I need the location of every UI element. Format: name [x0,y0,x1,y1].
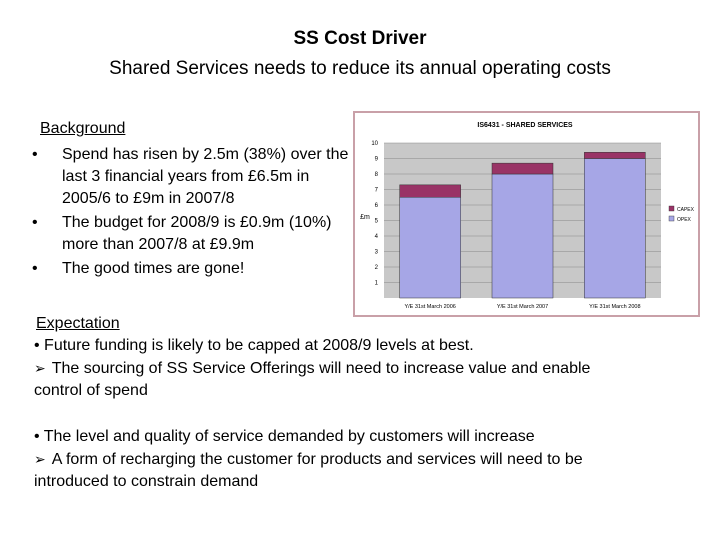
arrow-bullet-icon: ➢ [34,451,46,467]
bullet-icon: • [32,214,38,231]
expectation-line: • Future funding is likely to be capped … [34,337,474,354]
bar-opex [399,197,461,299]
y-tick-label: 1 [375,281,379,287]
background-bullet: • Spend has risen by 2.5m (38%) over the… [30,144,350,210]
y-tick-label: 6 [375,203,379,209]
chart-title: IS6431 - SHARED SERVICES [477,122,573,129]
y-tick-label: 2 [375,265,379,271]
expectation-line: introduced to constrain demand [34,473,259,490]
expectation-section: Expectation • Future funding is likely t… [34,313,704,493]
bar-capex [584,152,646,159]
y-tick-label: 5 [375,219,379,225]
expectation-line: • The level and quality of service deman… [34,428,535,445]
page-title: SS Cost Driver [293,28,427,49]
bullet-text: The budget for 2008/9 is £0.9m (10%) mor… [62,214,332,253]
legend-label: OPEX [677,217,692,223]
legend-swatch [668,205,675,212]
chart-frame: IS6431 - SHARED SERVICES £m 1 2 3 4 5 6 7 8 9 10 Y… [353,111,700,317]
bullet-text: The good times are gone! [62,260,245,277]
bar-opex [491,173,554,299]
x-tick-label: Y/E 31st March 2008 [589,304,640,310]
y-tick-label: 8 [375,172,379,178]
expectation-line: ➢ A form of recharging the customer for p… [34,448,704,471]
y-tick-label: 9 [375,157,379,163]
background-section: Background • Spend has risen by 2.5m (38… [30,118,350,282]
y-tick-label: 10 [371,141,378,147]
page-subtitle: Shared Services needs to reduce its annu… [109,58,611,79]
expectation-text: A form of recharging the customer for pr… [51,451,583,468]
background-bullet: • The good times are gone! [30,258,350,280]
bar-capex [491,162,554,175]
bullet-text: Spend has risen by 2.5m (38%) over the l… [62,146,349,207]
expectation-line: ➢ The sourcing of SS Service Offerings wi… [34,357,704,380]
bar-opex [584,158,646,299]
expectation-line: control of spend [34,382,148,399]
expectation-text: The sourcing of SS Service Offerings wil… [51,360,591,377]
background-heading: Background [40,120,126,137]
bullet-icon: • [32,260,38,277]
spend-chart: IS6431 - SHARED SERVICES £m 1 2 3 4 5 6 7 8 9 10 Y… [360,122,695,310]
y-tick-label: 3 [375,250,379,256]
y-tick-label: 4 [375,234,379,240]
bar-capex [399,184,461,198]
y-axis-label: £m [360,214,370,221]
arrow-bullet-icon: ➢ [34,360,46,376]
background-bullet: • The budget for 2008/9 is £0.9m (10%) m… [30,212,350,256]
legend-label: CAPEX [677,207,695,213]
expectation-heading: Expectation [36,315,120,332]
bullet-icon: • [32,146,38,163]
x-tick-label: Y/E 31st March 2006 [404,304,455,310]
y-tick-label: 7 [375,188,379,194]
legend-swatch [668,215,675,222]
x-tick-label: Y/E 31st March 2007 [497,304,548,310]
